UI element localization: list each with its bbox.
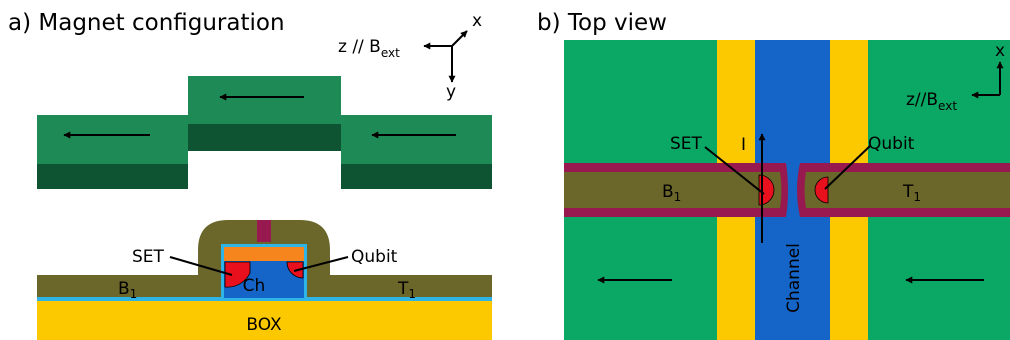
magnet-center-top [188, 76, 341, 124]
top-layer [224, 247, 304, 261]
magnet-left-bottom [37, 164, 188, 189]
qubit-pointer-line-a [293, 256, 349, 272]
magnet-left-top [37, 115, 188, 164]
panel-b-title: b) Top view [537, 10, 667, 36]
t1-label-a: T1 [397, 279, 416, 301]
device-cross-section: SET Qubit Ch BOX B1 T1 [37, 220, 492, 340]
channel-label-b: Channel [784, 243, 804, 313]
panel-a: a) Magnet configuration x y z // Bext [8, 10, 492, 340]
set-dot-side [224, 261, 251, 288]
b1-label-a: B1 [118, 279, 137, 301]
qubit-pointer-line-b [824, 145, 871, 190]
set-pointer-line-a [169, 256, 233, 276]
x-axis-label-b: x [995, 41, 1005, 61]
gate-b1 [564, 172, 782, 208]
magnet-center-bottom [188, 124, 341, 151]
box-label: BOX [246, 315, 282, 335]
set-pointer-line-b [704, 146, 765, 195]
axes-indicator-b: x z//Bext [906, 41, 1005, 113]
magnet-right-top [341, 115, 492, 164]
set-label-a: SET [132, 247, 165, 267]
magnet-right-bottom [341, 164, 492, 189]
t1-label-b: T1 [902, 182, 921, 204]
gate-contact [257, 220, 271, 242]
axes-indicator-a: x y z // Bext [338, 11, 482, 102]
z-axis-label-b: z//Bext [906, 90, 957, 113]
y-axis-label: y [446, 82, 456, 102]
channel-label-a: Ch [243, 276, 266, 296]
set-label-b: SET [670, 134, 703, 154]
qubit-label-a: Qubit [351, 247, 398, 267]
z-axis-label: z // Bext [338, 37, 400, 60]
b1-label-b: B1 [662, 182, 681, 204]
gate-t1 [804, 172, 1010, 208]
x-axis-label: x [472, 11, 482, 31]
panel-a-title: a) Magnet configuration [8, 10, 285, 36]
current-label: I [741, 135, 746, 155]
qubit-label-b: Qubit [868, 134, 915, 154]
dielectric-layer [37, 297, 492, 301]
x-axis-arrow [451, 30, 468, 47]
panel-b: b) Top view I SET Qubit B1 T1 Channel [537, 10, 1010, 340]
qubit-dot-top [814, 176, 829, 204]
buried-oxide-layer [37, 301, 492, 340]
magnets-side-view [37, 76, 492, 189]
